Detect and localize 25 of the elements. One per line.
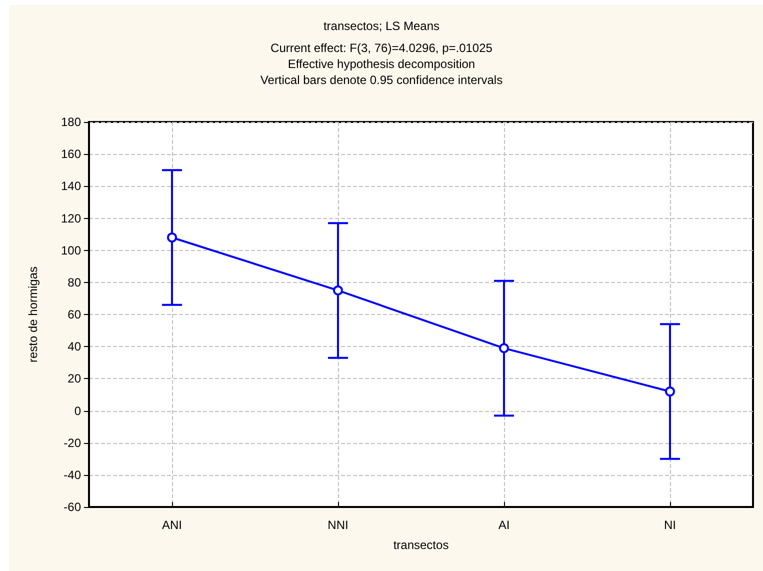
y-tick-label: 120 bbox=[60, 211, 82, 226]
y-tick-label: -40 bbox=[64, 468, 82, 482]
point bbox=[167, 232, 177, 242]
y-tick-label: 160 bbox=[60, 147, 82, 162]
chart-title: transectos; LS Means bbox=[323, 19, 440, 33]
point bbox=[499, 343, 509, 354]
y-tick-label: 180 bbox=[60, 115, 82, 129]
y-axis-title: resto de hormigas bbox=[26, 266, 40, 363]
point bbox=[333, 285, 343, 296]
y-tick-label: 80 bbox=[68, 275, 82, 290]
y-tick-label: -20 bbox=[64, 436, 82, 450]
y-tick-label: 40 bbox=[68, 340, 82, 354]
x-tick-label: NNI bbox=[328, 518, 348, 532]
x-tick-label: ANI bbox=[162, 518, 182, 532]
point bbox=[665, 386, 675, 396]
chart-subtitle: Current effect: F(3, 76)=4.0296, p=.01025 Effective hypothesis decomposition Vertical bars denote 0.95 confidence intervals bbox=[260, 41, 503, 87]
y-tick-label: 60 bbox=[68, 308, 82, 322]
x-tick-label: NI bbox=[664, 518, 676, 532]
y-tick-label: -60 bbox=[64, 500, 82, 514]
y-tick-label: 0 bbox=[74, 404, 82, 418]
y-tick-label: 100 bbox=[60, 243, 82, 258]
y-tick-label: 140 bbox=[60, 179, 82, 194]
x-axis-title: transectos bbox=[393, 538, 449, 552]
y-tick-label: 20 bbox=[68, 372, 82, 386]
x-tick-label: AI bbox=[498, 518, 510, 532]
